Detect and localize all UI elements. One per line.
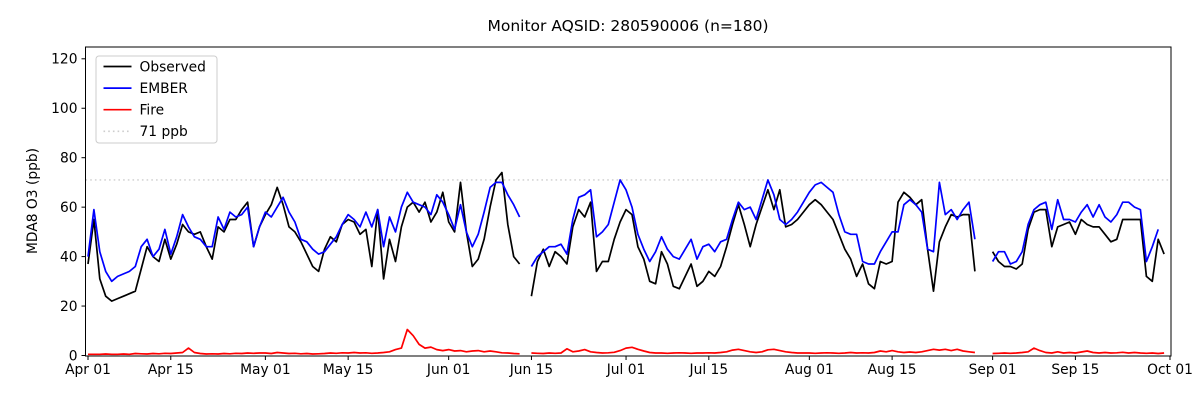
y-axis-label: MDA8 O3 (ppb): [25, 148, 41, 254]
series-observed-line: [87, 171, 1165, 302]
x-tick-label: Sep 01: [969, 362, 1017, 378]
y-tick-label: 40: [60, 249, 78, 265]
y-tick-label: 120: [51, 52, 77, 68]
y-tick-label: 20: [60, 299, 78, 315]
x-tick-label: Apr 15: [148, 362, 194, 378]
x-tick-label: Sep 15: [1051, 362, 1099, 378]
legend-label: EMBER: [140, 81, 189, 97]
plot-border: [85, 46, 1172, 357]
x-tick-label: Jun 01: [426, 362, 471, 378]
series-ember-line: [87, 179, 1160, 283]
legend-box: [95, 55, 218, 144]
y-tick-label: 0: [69, 348, 78, 364]
legend-label: 71 ppb: [140, 124, 188, 140]
y-tick-label: 80: [60, 151, 78, 167]
plot-area: Apr 01 Apr 15 May 01 May 15 Jun 01 Jun 15 Jul …: [51, 46, 1193, 378]
x-tick-label: Jul 15: [689, 362, 729, 378]
x-tick-label: Jul 01: [606, 362, 646, 378]
x-tick-label: Jun 15: [509, 362, 554, 378]
chart-title: Monitor AQSID: 280590006 (n=180): [487, 17, 768, 35]
legend-label: Fire: [140, 103, 165, 119]
x-tick-label: Aug 01: [785, 362, 834, 378]
x-tick-label: Aug 15: [868, 362, 917, 378]
x-tick-label: May 01: [240, 362, 290, 378]
x-tick-label: Oct 01: [1147, 362, 1193, 378]
x-tick-label: May 15: [323, 362, 373, 378]
x-tick-label: Apr 01: [65, 362, 111, 378]
y-tick-label: 60: [60, 200, 78, 216]
y-tick-label: 100: [51, 101, 77, 117]
series-fire-line: [88, 328, 1165, 356]
legend-label: Observed: [140, 59, 206, 75]
